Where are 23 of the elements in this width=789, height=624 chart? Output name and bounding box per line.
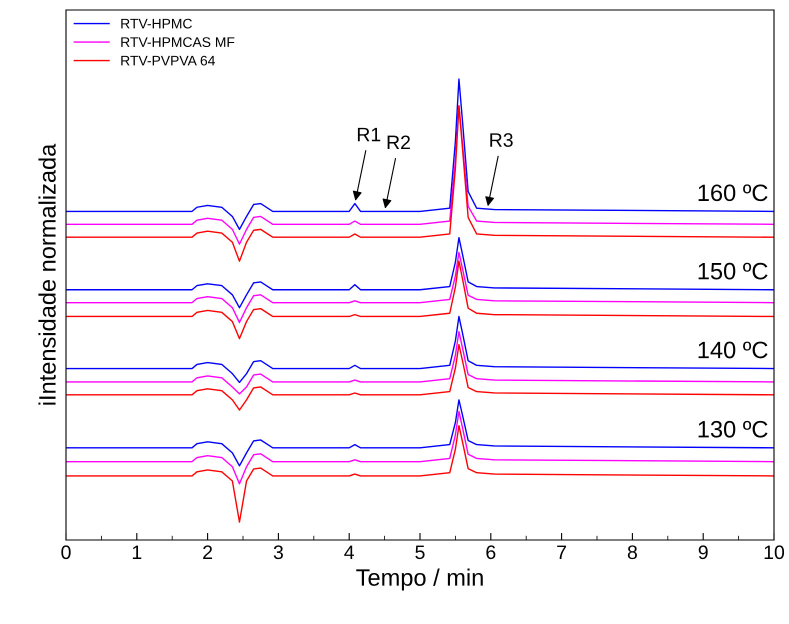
- annotation: R3: [490, 133, 513, 147]
- x-tick-label: 3: [274, 545, 283, 560]
- x-tick-label: 6: [486, 545, 496, 560]
- x-tick-label: 4: [344, 546, 354, 559]
- legend-label: RTV-HPMCAS MF: [121, 37, 234, 48]
- annotation: 160 ºC: [698, 184, 768, 202]
- x-tick-label: 9: [698, 545, 708, 560]
- legend-label: RTV-HPMC: [121, 18, 192, 29]
- x-tick-label: 5: [415, 546, 425, 560]
- legend-label: RTV-PVPVA 64: [121, 56, 215, 66]
- x-axis-title: Tempo / min: [356, 568, 483, 591]
- annotation: R2: [388, 135, 410, 150]
- annotation: 130 ºC: [698, 420, 768, 438]
- annotation: 140 ºC: [698, 342, 768, 358]
- x-tick-label: 7: [557, 546, 566, 559]
- x-tick-label: 0: [61, 545, 71, 560]
- x-tick-label: 10: [764, 545, 784, 560]
- y-axis-title: iIntensidade normalizada: [38, 144, 56, 405]
- annotation: 150 ºC: [698, 262, 768, 280]
- x-tick-label: 2: [203, 545, 212, 559]
- x-tick-label: 1: [132, 546, 142, 559]
- annotation: R1: [358, 128, 380, 142]
- x-tick-label: 8: [628, 545, 637, 560]
